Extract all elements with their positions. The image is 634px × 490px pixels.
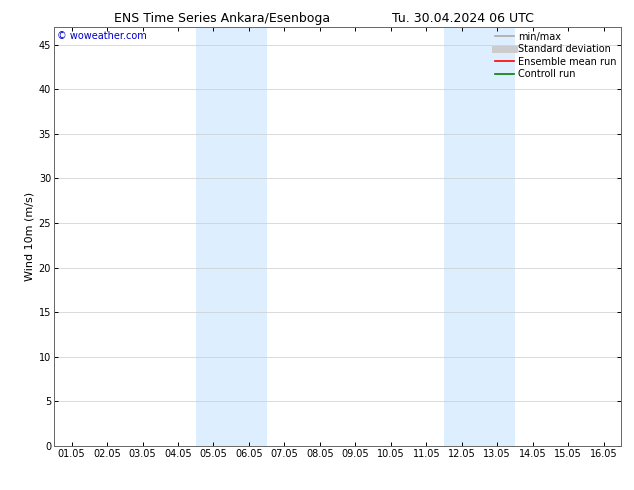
Bar: [444, 27, 515, 446]
Text: ENS Time Series Ankara/Esenboga: ENS Time Series Ankara/Esenboga: [114, 12, 330, 25]
Text: Tu. 30.04.2024 06 UTC: Tu. 30.04.2024 06 UTC: [392, 12, 534, 25]
Text: © woweather.com: © woweather.com: [56, 31, 146, 41]
Y-axis label: Wind 10m (m/s): Wind 10m (m/s): [25, 192, 34, 281]
Bar: [196, 27, 267, 446]
Legend: min/max, Standard deviation, Ensemble mean run, Controll run: min/max, Standard deviation, Ensemble me…: [493, 30, 618, 81]
